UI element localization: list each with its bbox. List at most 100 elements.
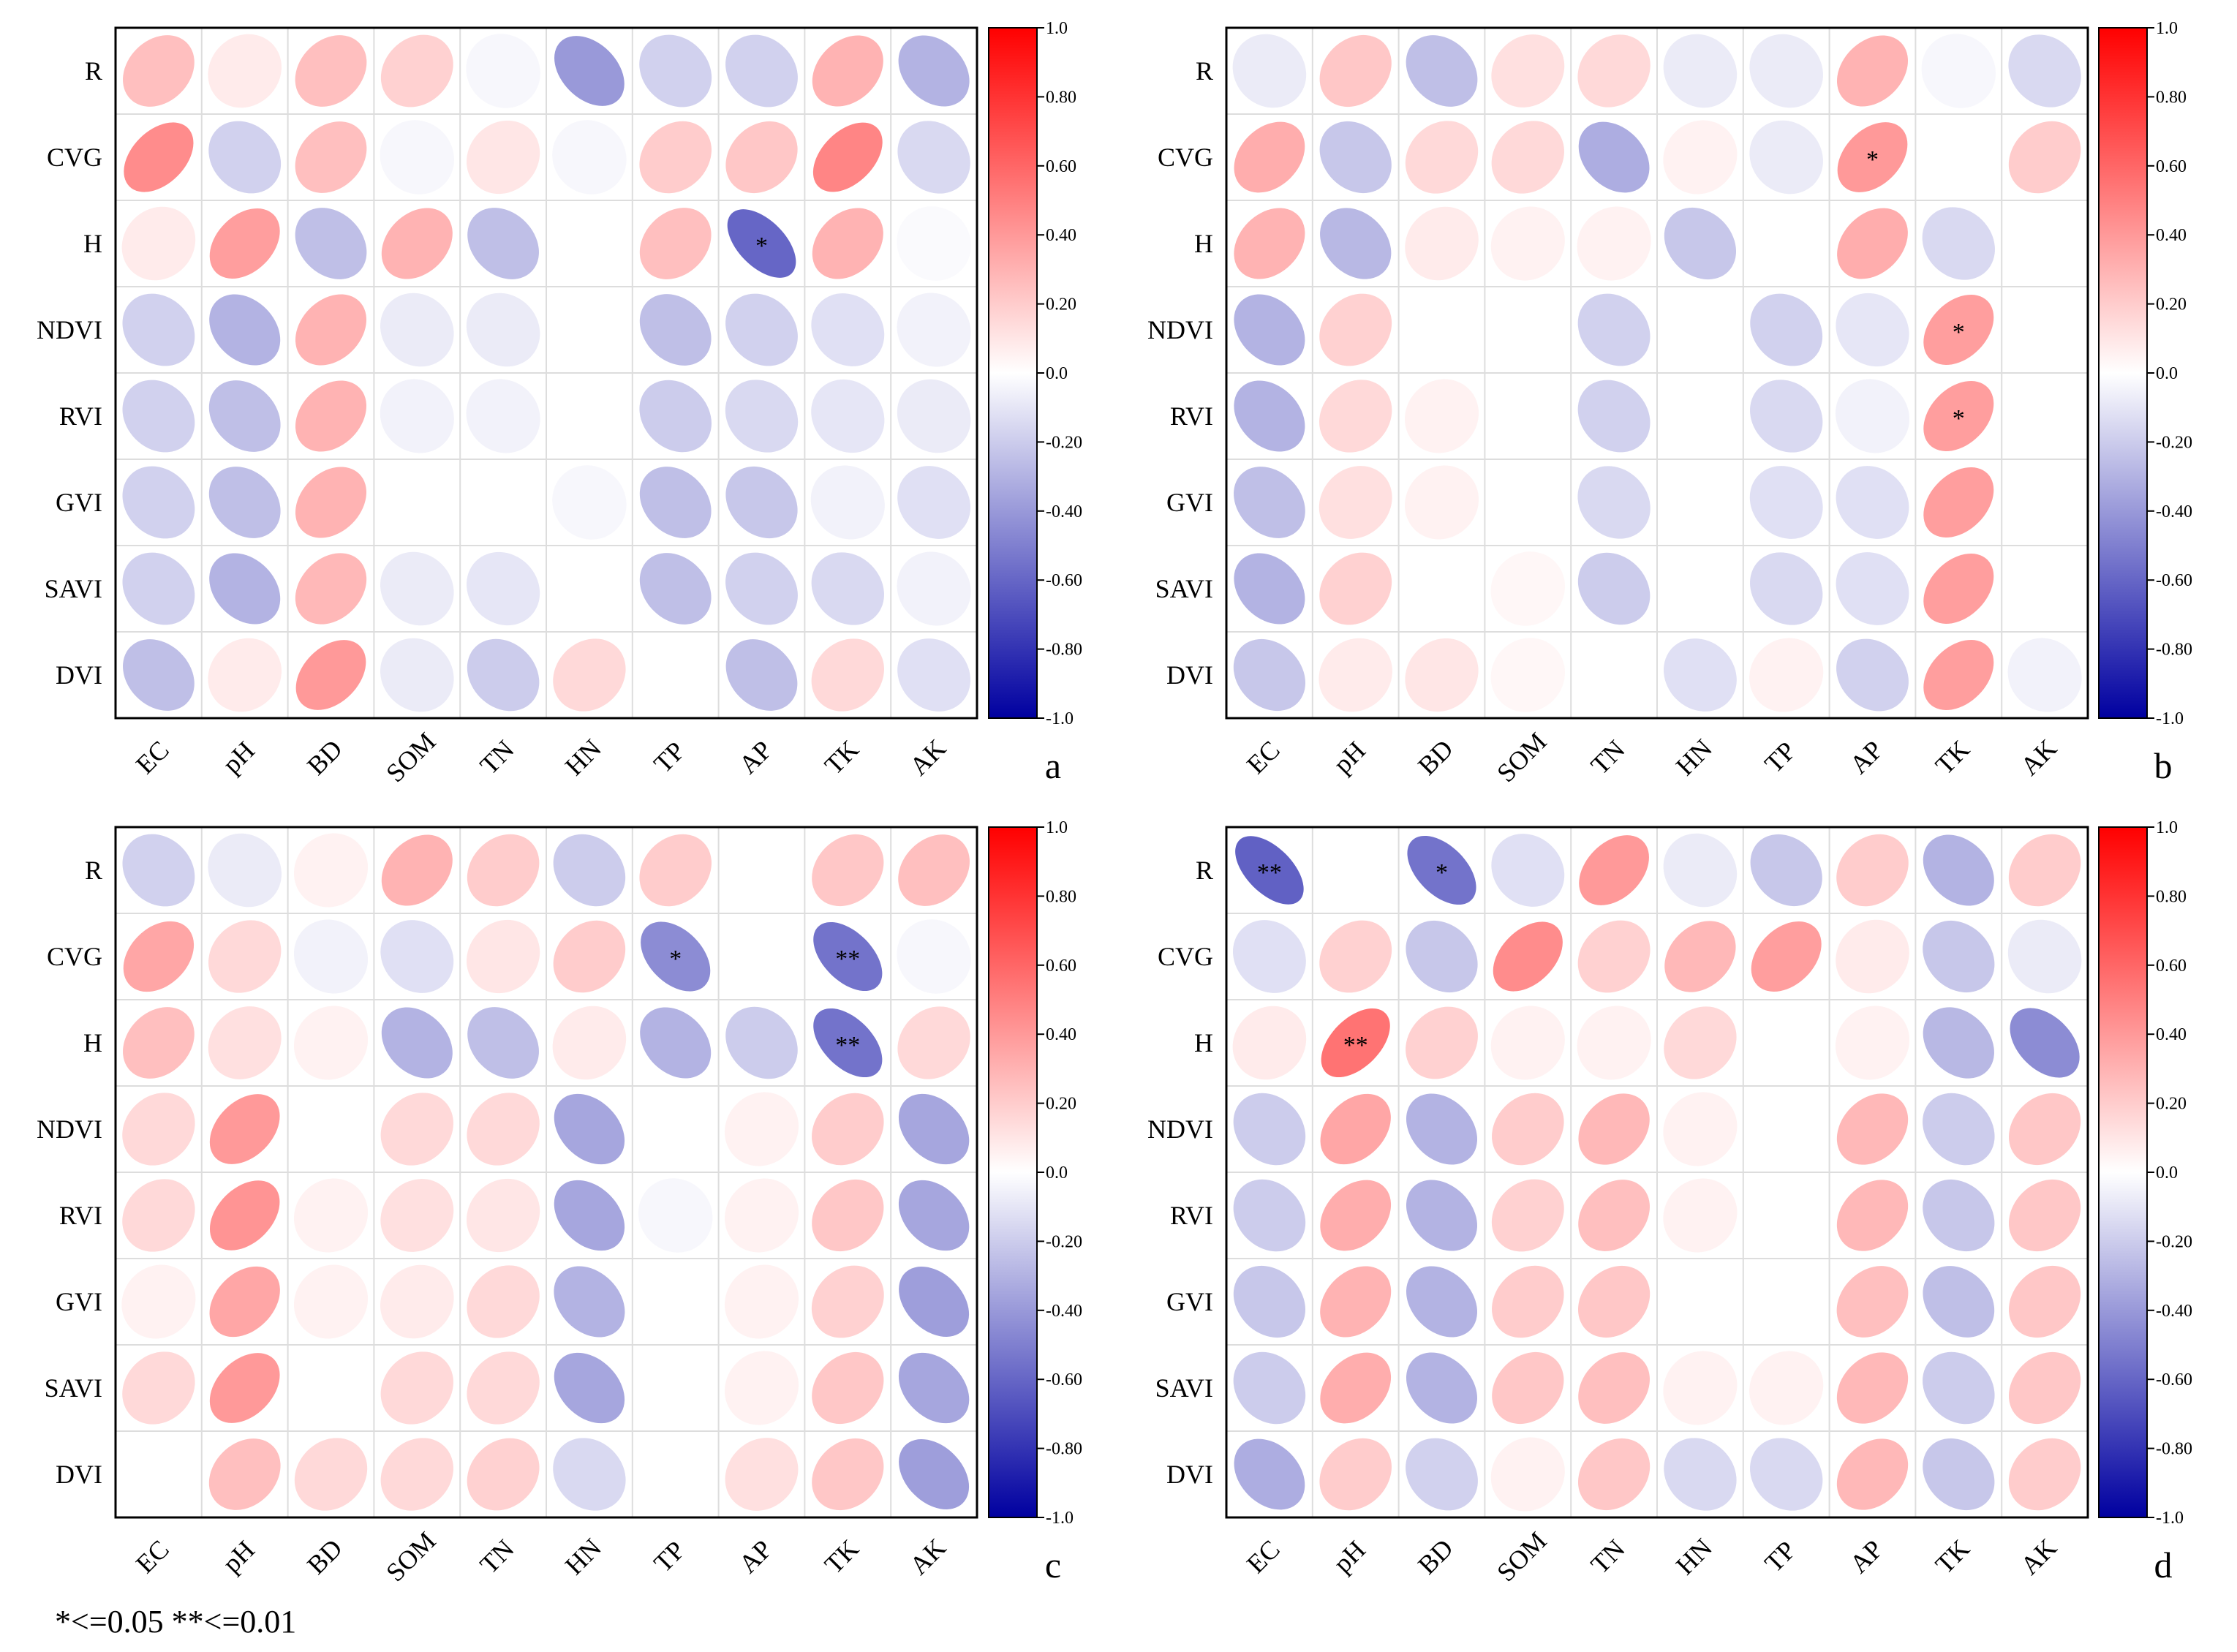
corr-ellipse-NDVI-pH <box>1320 1093 1391 1165</box>
colorbar-tick-label: 0.20 <box>2156 295 2187 314</box>
column-label: AP <box>733 735 778 780</box>
corr-ellipse-R-TN <box>466 34 540 108</box>
corr-ellipse-R-pH <box>1319 34 1392 108</box>
corr-ellipse-RVI-TN <box>466 379 540 453</box>
corr-ellipse-SAVI-TN <box>467 551 540 626</box>
corr-ellipse-SAVI-pH <box>209 1353 280 1423</box>
corr-ellipse-NDVI-pH <box>209 294 281 366</box>
colorbar-tick-label: -0.60 <box>2156 571 2192 590</box>
corr-ellipse-GVI-HN <box>554 1266 625 1338</box>
corr-ellipse-NDVI-TN <box>467 1093 540 1166</box>
corr-ellipse-H-HN <box>1664 1006 1737 1079</box>
corr-ellipse-CVG-SOM <box>380 120 455 195</box>
corr-ellipse-SAVI-TP <box>1750 552 1823 625</box>
corr-ellipse-DVI-TK <box>812 1438 884 1511</box>
colorbar-tick-label: -0.40 <box>2156 502 2192 521</box>
corr-ellipse-RVI-TK <box>1923 1179 1995 1252</box>
significance-mark: ** <box>835 1032 860 1059</box>
corr-ellipse-GVI-pH <box>1320 1266 1392 1338</box>
corr-ellipse-RVI-AP <box>1836 1180 1909 1251</box>
corr-ellipse-H-EC <box>121 206 196 281</box>
corr-ellipse-H-pH <box>208 1006 282 1079</box>
corr-ellipse-SAVI-TK <box>812 1351 884 1425</box>
column-label: EC <box>130 735 175 780</box>
corr-ellipse-GVI-HN <box>552 465 627 540</box>
corr-ellipse-R-EC <box>122 834 195 907</box>
significance-mark: ** <box>835 946 860 973</box>
corr-ellipse-CVG-TN <box>467 120 540 195</box>
colorbar-tick-label: 0.0 <box>2156 364 2178 383</box>
corr-ellipse-SAVI-AK <box>897 551 971 626</box>
row-label: CVG <box>47 143 102 172</box>
corr-ellipse-R-TK <box>812 35 883 107</box>
colorbar-tick-label: 0.0 <box>1046 1163 1068 1183</box>
corr-ellipse-CVG-EC <box>1234 121 1305 193</box>
corr-ellipse-GVI-pH <box>208 467 281 538</box>
corr-ellipse-GVI-AP <box>1836 1266 1909 1338</box>
corr-ellipse-SAVI-EC <box>1234 553 1305 625</box>
corr-ellipse-DVI-AP <box>725 1438 799 1511</box>
corr-ellipse-RVI-EC <box>1233 1179 1306 1252</box>
corr-ellipse-DVI-SOM <box>1490 1437 1565 1512</box>
corr-ellipse-DVI-TN <box>467 638 540 712</box>
corr-ellipse-DVI-AK <box>899 1439 970 1509</box>
column-label: SOM <box>1491 1526 1552 1587</box>
corr-ellipse-H-TK <box>813 1008 883 1078</box>
row-label: RVI <box>1170 401 1213 431</box>
corr-ellipse-GVI-TP <box>1749 466 1823 539</box>
corr-ellipse-SAVI-TP <box>639 553 712 625</box>
corr-ellipse-NDVI-TP <box>639 294 712 366</box>
corr-ellipse-R-AK <box>898 834 970 906</box>
corr-ellipse-SAVI-pH <box>1319 552 1392 625</box>
corr-ellipse-H-pH <box>1320 208 1392 279</box>
corr-ellipse-H-SOM <box>381 1007 453 1079</box>
column-label: TN <box>475 1534 520 1579</box>
column-label: EC <box>1241 1534 1286 1579</box>
corr-ellipse-GVI-SOM <box>380 1264 454 1339</box>
column-label: HN <box>1670 1533 1718 1580</box>
corr-ellipse-DVI-TN <box>467 1438 540 1511</box>
column-label: SOM <box>380 1526 441 1587</box>
corr-ellipse-RVI-AK <box>898 1180 970 1251</box>
corr-ellipse-SAVI-TK <box>1923 1351 1995 1425</box>
colorbar-tick-label: -0.60 <box>1046 571 1082 590</box>
corr-ellipse-NDVI-AP <box>1836 293 1909 367</box>
corr-ellipse-H-BD <box>1405 206 1479 281</box>
colorbar-tick-label: 0.0 <box>2156 1163 2178 1183</box>
colorbar-tick-label: 0.80 <box>2156 887 2187 906</box>
corr-ellipse-DVI-pH <box>1319 638 1392 712</box>
column-label: TK <box>1930 1534 1975 1579</box>
row-label: SAVI <box>1155 1373 1213 1403</box>
corr-ellipse-CVG-pH <box>1319 121 1392 194</box>
colorbar-tick-label: -1.0 <box>2156 1509 2184 1528</box>
colorbar-tick-label: 0.60 <box>2156 957 2187 976</box>
row-label: SAVI <box>1155 574 1213 603</box>
corr-ellipse-SAVI-pH <box>1320 1352 1392 1424</box>
corr-ellipse-CVG-pH <box>208 121 282 194</box>
corr-ellipse-SAVI-TP <box>1749 1351 1824 1425</box>
corr-ellipse-RVI-SOM <box>1491 1179 1564 1252</box>
corr-ellipse-GVI-AP <box>724 1264 799 1339</box>
corr-ellipse-RVI-TN <box>1577 380 1651 453</box>
column-label: TK <box>1930 734 1975 780</box>
corr-ellipse-R-HN <box>553 834 626 907</box>
corr-ellipse-H-HN <box>1664 207 1736 280</box>
corr-ellipse-GVI-TK <box>810 465 885 540</box>
corr-ellipse-R-TK <box>812 834 884 907</box>
corr-ellipse-RVI-TN <box>467 1178 540 1253</box>
corr-ellipse-SAVI-AK <box>2009 1351 2081 1425</box>
row-label: NDVI <box>37 1114 102 1144</box>
corr-ellipse-CVG-EC <box>1232 920 1306 993</box>
colorbar-tick-label: 1.0 <box>1046 818 1068 837</box>
corr-ellipse-CVG-AK <box>897 919 971 994</box>
corr-ellipse-H-TK <box>1922 207 1995 280</box>
corr-ellipse-DVI-SOM <box>1490 638 1566 712</box>
column-label: BD <box>1412 1534 1459 1580</box>
colorbar-tick-label: 0.60 <box>1046 157 1076 176</box>
significance-mark: * <box>1953 405 1965 432</box>
plot-frame <box>1225 826 2089 1519</box>
corr-ellipse-DVI-BD <box>1405 638 1479 712</box>
corr-ellipse-CVG-AP <box>1836 919 1909 994</box>
colorbar-tick-label: -0.20 <box>2156 1232 2192 1251</box>
corr-ellipse-CVG-BD <box>293 919 369 994</box>
